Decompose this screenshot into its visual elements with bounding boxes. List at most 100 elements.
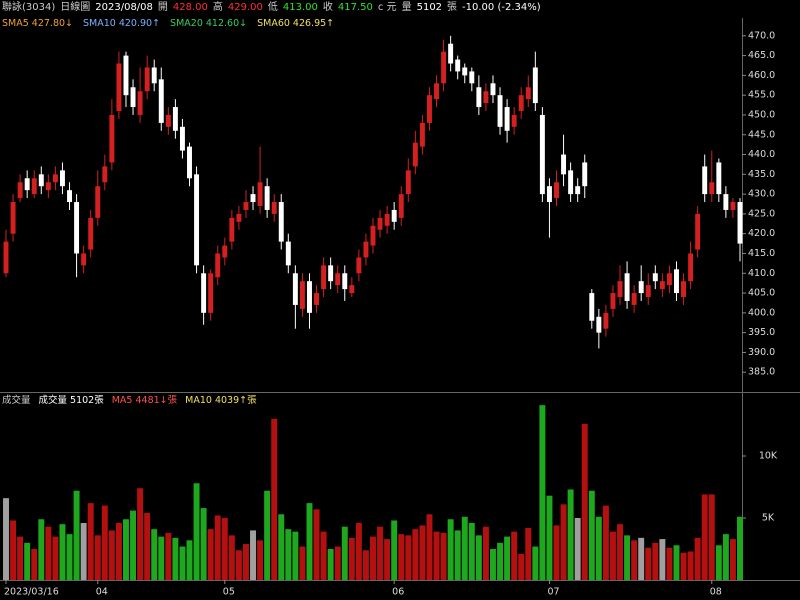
candle-body bbox=[3, 241, 9, 274]
volume-bar bbox=[440, 532, 447, 580]
volume-bar bbox=[539, 405, 546, 580]
volume-bar bbox=[158, 536, 165, 580]
candle-body bbox=[645, 285, 651, 298]
candle-body bbox=[398, 194, 404, 218]
candle-body bbox=[723, 194, 729, 210]
legend-item: SMA60 426.95↑ bbox=[257, 17, 334, 31]
volume-bar bbox=[250, 530, 256, 580]
candle-body bbox=[271, 202, 277, 214]
candle-body bbox=[67, 190, 72, 203]
candle-body bbox=[659, 281, 665, 290]
candle-body bbox=[95, 186, 101, 218]
candle-body bbox=[582, 162, 588, 187]
candle-body bbox=[236, 213, 242, 222]
y-tick-label: 465.0 bbox=[748, 50, 775, 61]
volume-bar bbox=[151, 529, 158, 580]
candle-body bbox=[81, 253, 87, 266]
volume-bar bbox=[306, 503, 313, 580]
volume-bar bbox=[73, 490, 80, 580]
candle-body bbox=[321, 265, 327, 290]
candle-body bbox=[490, 83, 496, 96]
volume-bar bbox=[715, 545, 722, 580]
candle-body bbox=[462, 67, 468, 76]
volume-bar bbox=[511, 531, 518, 580]
volume-bar bbox=[52, 536, 59, 580]
candle-body bbox=[624, 273, 630, 301]
candle-body bbox=[702, 166, 708, 195]
header-item: 413.00 bbox=[282, 2, 318, 13]
candle-body bbox=[116, 63, 122, 112]
header-item: 417.50 bbox=[337, 2, 373, 13]
volume-bar bbox=[518, 553, 525, 580]
volume-bar bbox=[101, 505, 108, 580]
x-tick-label: 05 bbox=[223, 587, 235, 598]
volume-bar bbox=[475, 535, 482, 580]
header-item: 2023/08/08 bbox=[95, 2, 153, 13]
volume-bar bbox=[257, 540, 264, 580]
candle-body bbox=[652, 273, 658, 282]
volume-bar bbox=[165, 532, 172, 580]
volume-bar bbox=[645, 547, 652, 580]
volume-bar bbox=[144, 513, 151, 580]
y-tick-label: 470.0 bbox=[748, 30, 775, 41]
legend-text: 成交量 bbox=[2, 395, 31, 406]
header-item: 聯詠(3034) bbox=[2, 2, 56, 13]
volume-bar bbox=[172, 537, 179, 580]
volume-bar bbox=[567, 489, 574, 580]
candle-body bbox=[299, 281, 305, 309]
volume-bar bbox=[729, 539, 736, 580]
candle-body bbox=[250, 194, 256, 203]
volume-bar bbox=[659, 539, 666, 580]
candle-body bbox=[137, 91, 143, 115]
volume-bar bbox=[737, 516, 743, 580]
header-item: 收 bbox=[322, 2, 333, 13]
volume-bar bbox=[278, 514, 285, 580]
volume-bar bbox=[228, 535, 235, 580]
candle-body bbox=[681, 281, 687, 298]
legend-text: MA10 4039 bbox=[185, 395, 240, 406]
header-item: 低 bbox=[267, 2, 278, 13]
y-tick-label: 5K bbox=[762, 513, 775, 524]
header-item: 日線圖 bbox=[60, 2, 91, 13]
y-tick-label: 450.0 bbox=[748, 109, 775, 120]
candle-body bbox=[638, 281, 644, 294]
candle-body bbox=[434, 83, 439, 100]
volume-bar bbox=[419, 525, 426, 580]
legend-item: 成交量 bbox=[2, 394, 31, 408]
candle-body bbox=[356, 257, 362, 274]
candle-body bbox=[497, 95, 503, 127]
volume-bar bbox=[461, 516, 468, 580]
candle-body bbox=[278, 202, 284, 242]
legend-arrow: 張 bbox=[94, 395, 104, 406]
volume-bar bbox=[17, 536, 24, 580]
candle-body bbox=[208, 273, 214, 313]
candle-body bbox=[483, 91, 489, 104]
candle-body bbox=[285, 241, 291, 266]
candle-body bbox=[730, 202, 736, 210]
candle-body bbox=[631, 293, 637, 305]
y-tick-label: 385.0 bbox=[748, 367, 775, 378]
candle-body bbox=[575, 186, 581, 195]
candle-body bbox=[187, 146, 192, 179]
volume-bar bbox=[673, 545, 680, 580]
candle-body bbox=[695, 213, 701, 250]
candle-body bbox=[88, 217, 94, 250]
header-item: 429.00 bbox=[227, 2, 263, 13]
candle-body bbox=[716, 162, 722, 195]
candle-body bbox=[377, 217, 383, 230]
volume-bar bbox=[10, 520, 17, 580]
volume-bar bbox=[497, 542, 504, 580]
volume-bar bbox=[137, 488, 144, 580]
candle-body bbox=[448, 43, 454, 64]
volume-bar bbox=[87, 503, 94, 580]
volume-bar bbox=[348, 537, 355, 580]
legend-text: 成交量 5102 bbox=[38, 395, 95, 406]
volume-bar bbox=[553, 525, 560, 580]
candle-body bbox=[363, 241, 369, 258]
candle-body bbox=[504, 107, 510, 131]
y-tick-label: 440.0 bbox=[748, 149, 775, 160]
volume-bar bbox=[38, 519, 45, 580]
x-tick-label: 08 bbox=[710, 587, 722, 598]
header-item: c 元 bbox=[377, 2, 397, 13]
candle-body bbox=[469, 71, 475, 84]
